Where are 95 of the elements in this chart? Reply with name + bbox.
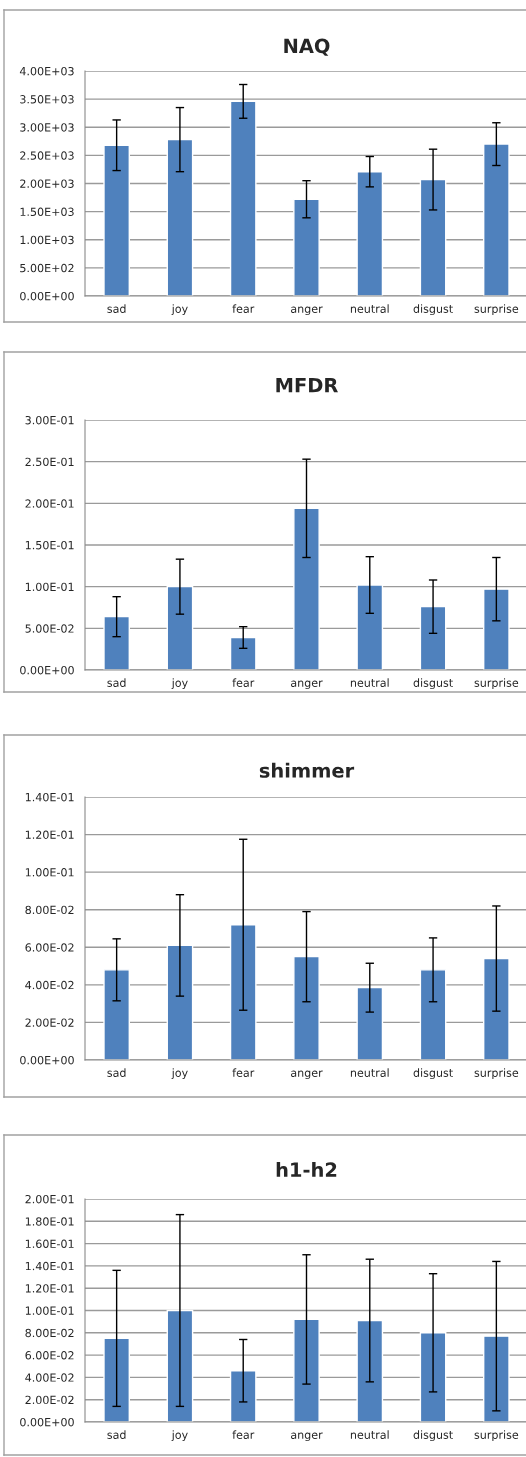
bar xyxy=(483,588,510,670)
x-tick-label: surprise xyxy=(474,304,519,316)
bar xyxy=(356,1319,384,1422)
y-tick-label: 6.00E-02 xyxy=(25,943,74,952)
bar xyxy=(419,969,447,1060)
bar xyxy=(166,1309,194,1422)
bar xyxy=(103,1337,130,1422)
y-tick-label: 5.00E-02 xyxy=(25,624,74,633)
y-tick-label: 8.00E-02 xyxy=(25,905,74,915)
x-tick-label: joy xyxy=(171,304,188,316)
bar xyxy=(229,636,257,670)
y-tick-label: 2.50E-01 xyxy=(25,457,74,467)
y-tick-label: 0.00E+00 xyxy=(20,1417,74,1427)
bar xyxy=(293,198,320,296)
bar xyxy=(166,585,194,670)
y-tick-label: 4.00E-02 xyxy=(25,1373,74,1382)
bar xyxy=(103,615,130,670)
y-tick-label: 1.00E-01 xyxy=(25,1306,74,1315)
x-tick-label: neutral xyxy=(350,678,389,687)
y-tick-label: 2.00E-01 xyxy=(25,1194,74,1204)
y-tick-label: 1.60E-01 xyxy=(25,1239,74,1248)
x-tick-label: sad xyxy=(107,1068,126,1077)
x-tick-label: joy xyxy=(171,678,188,690)
x-tick-label: surprise xyxy=(474,678,519,690)
y-tick-label: 1.00E+03 xyxy=(20,235,74,245)
y-tick-label: 1.80E-01 xyxy=(25,1217,74,1226)
y-tick-label: 1.50E+03 xyxy=(20,207,74,216)
y-tick-label: 2.00E-01 xyxy=(25,499,74,508)
y-tick-label: 6.00E-02 xyxy=(25,1351,74,1360)
x-tick-label: anger xyxy=(291,680,323,690)
y-tick-label: 1.50E-01 xyxy=(25,540,74,550)
bar xyxy=(419,1332,447,1422)
y-tick-label: 0.00E+00 xyxy=(20,1055,74,1065)
bar xyxy=(103,969,130,1060)
bar xyxy=(293,507,320,670)
chart-title: NAQ xyxy=(284,38,330,56)
y-tick-label: 4.00E+03 xyxy=(19,66,74,76)
bar xyxy=(483,957,510,1060)
chart-title: h1-h2 xyxy=(276,1162,337,1177)
bar xyxy=(229,1370,257,1422)
x-tick-label: disgust xyxy=(413,304,453,316)
y-tick-label: 0.00E+00 xyxy=(20,665,74,675)
x-tick-label: surprise xyxy=(474,1430,519,1442)
x-tick-label: joy xyxy=(171,1068,188,1080)
x-tick-label: fear xyxy=(232,1430,255,1439)
y-tick-label: 4.00E-02 xyxy=(25,980,74,990)
x-tick-label: anger xyxy=(291,1432,323,1442)
x-tick-label: neutral xyxy=(350,1430,389,1439)
bar xyxy=(356,170,384,296)
bar xyxy=(166,138,194,296)
bar xyxy=(483,143,510,296)
bar xyxy=(356,584,384,670)
y-tick-label: 3.00E+03 xyxy=(20,123,74,132)
x-tick-label: fear xyxy=(232,678,255,687)
x-tick-label: anger xyxy=(291,1070,323,1080)
x-tick-label: disgust xyxy=(413,678,453,690)
y-tick-label: 8.00E-02 xyxy=(25,1328,74,1338)
bar xyxy=(166,944,194,1060)
x-tick-label: surprise xyxy=(474,1068,519,1080)
y-tick-label: 3.00E-01 xyxy=(25,415,74,425)
y-tick-label: 2.00E-02 xyxy=(25,1395,74,1405)
y-tick-label: 1.00E-01 xyxy=(25,868,74,877)
x-tick-label: disgust xyxy=(413,1430,453,1442)
y-tick-label: 1.00E-01 xyxy=(25,582,74,592)
bar xyxy=(356,986,384,1060)
x-tick-label: neutral xyxy=(350,1068,389,1077)
bar xyxy=(419,178,447,296)
x-tick-label: fear xyxy=(232,1068,255,1077)
x-tick-label: sad xyxy=(107,678,126,687)
x-tick-label: anger xyxy=(291,306,323,316)
chart-title: MFDR xyxy=(276,378,338,393)
x-tick-label: sad xyxy=(107,304,126,313)
y-tick-label: 1.20E-01 xyxy=(25,830,74,839)
bar xyxy=(103,144,130,296)
bar xyxy=(293,1318,320,1422)
bar xyxy=(483,1335,510,1422)
y-tick-label: 1.20E-01 xyxy=(25,1284,74,1293)
bar xyxy=(419,605,447,670)
x-tick-label: joy xyxy=(171,1430,188,1442)
y-tick-label: 1.40E-01 xyxy=(25,1261,74,1271)
y-tick-label: 2.00E+03 xyxy=(20,179,74,188)
x-tick-label: neutral xyxy=(350,304,389,313)
y-tick-label: 5.00E+02 xyxy=(20,263,74,273)
x-tick-label: disgust xyxy=(413,1068,453,1080)
x-tick-label: fear xyxy=(232,304,255,313)
bar xyxy=(229,924,257,1060)
y-tick-label: 2.00E-02 xyxy=(25,1018,74,1027)
y-tick-label: 0.00E+00 xyxy=(20,291,74,301)
y-tick-label: 1.40E-01 xyxy=(25,792,74,802)
x-tick-label: sad xyxy=(107,1430,126,1439)
y-tick-label: 3.50E+03 xyxy=(20,95,74,104)
bar xyxy=(293,955,320,1060)
chart-title: shimmer xyxy=(259,762,355,778)
y-tick-label: 2.50E+03 xyxy=(20,151,74,160)
bar xyxy=(229,100,257,296)
